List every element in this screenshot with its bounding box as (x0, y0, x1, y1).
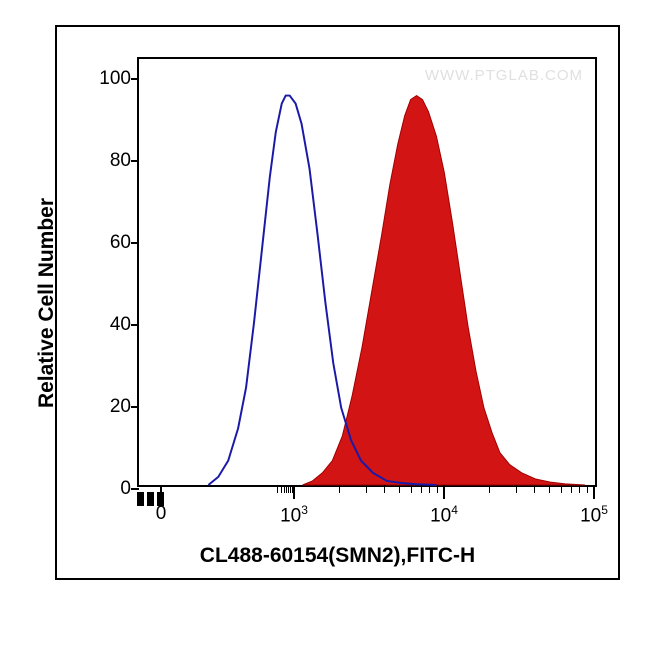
x-tick-minor (277, 485, 278, 493)
x-tick-minor (534, 485, 535, 493)
sample-histogram (303, 96, 586, 485)
y-tick (131, 78, 139, 80)
x-tick-major (593, 485, 595, 499)
y-tick-label: 80 (110, 150, 131, 172)
x-tick-minor (399, 485, 400, 493)
y-axis-label: Relative Cell Number (35, 197, 59, 407)
x-tick-minor (339, 485, 340, 493)
x-tick-label: 104 (430, 503, 458, 527)
origin-ticks (137, 492, 164, 506)
chart-frame: Relative Cell Number CL488-60154(SMN2),F… (55, 25, 620, 580)
x-tick-minor (587, 485, 588, 493)
x-tick-minor (437, 485, 438, 493)
x-tick-minor (571, 485, 572, 493)
x-tick-minor (411, 485, 412, 493)
y-tick-label: 0 (120, 478, 131, 500)
x-tick-label: 103 (280, 503, 308, 527)
x-tick-minor (516, 485, 517, 493)
x-tick-minor (384, 485, 385, 493)
x-tick-minor (561, 485, 562, 493)
y-tick-label: 20 (110, 396, 131, 418)
x-tick-minor (489, 485, 490, 493)
x-tick-minor (281, 485, 282, 493)
x-axis-label: CL488-60154(SMN2),FITC-H (200, 544, 475, 568)
x-tick-minor (366, 485, 367, 493)
y-tick (131, 488, 139, 490)
y-tick (131, 160, 139, 162)
y-tick-label: 60 (110, 232, 131, 254)
x-tick-minor (549, 485, 550, 493)
x-tick-major (443, 485, 445, 499)
x-tick-minor (421, 485, 422, 493)
y-tick (131, 324, 139, 326)
x-tick-minor (284, 485, 285, 493)
x-tick-label: 0 (156, 503, 167, 525)
x-tick-minor (429, 485, 430, 493)
x-tick-label: 105 (580, 503, 608, 527)
x-tick-minor (579, 485, 580, 493)
histogram-svg (139, 59, 595, 485)
y-tick-label: 100 (99, 68, 131, 90)
x-tick-minor (293, 485, 294, 493)
y-tick-label: 40 (110, 314, 131, 336)
x-tick-minor (286, 485, 287, 493)
y-tick (131, 406, 139, 408)
y-tick (131, 242, 139, 244)
plot-area: WWW.PTGLAB.COM 0204060801000103104105 (137, 57, 597, 487)
